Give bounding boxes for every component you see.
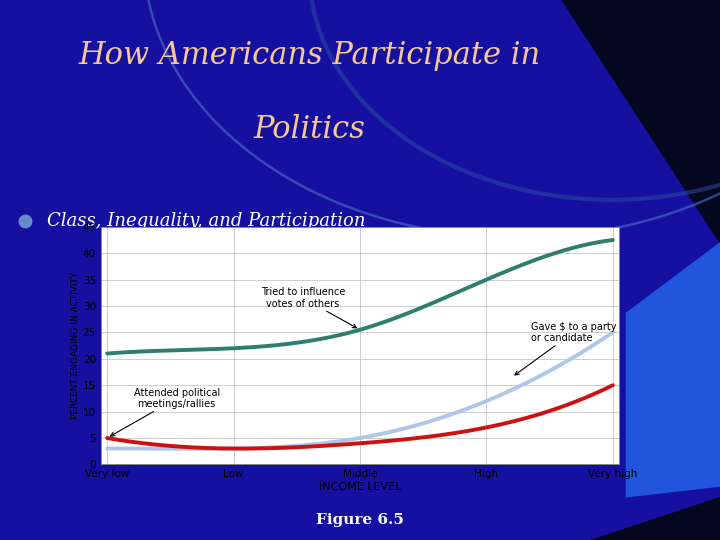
Text: Attended political
meetings/rallies: Attended political meetings/rallies (111, 388, 220, 436)
Text: How Americans Participate in: How Americans Participate in (78, 40, 541, 71)
Text: Politics: Politics (253, 114, 366, 145)
Polygon shape (626, 243, 720, 497)
Text: Class, Inequality, and Participation: Class, Inequality, and Participation (47, 212, 365, 231)
X-axis label: INCOME LEVEL: INCOME LEVEL (319, 482, 401, 492)
Text: Tried to influence
votes of others: Tried to influence votes of others (261, 287, 356, 328)
Polygon shape (562, 0, 720, 243)
Text: Gave $ to a party
or candidate: Gave $ to a party or candidate (515, 322, 616, 375)
Text: Figure 6.5: Figure 6.5 (316, 513, 404, 526)
Polygon shape (590, 497, 720, 540)
Y-axis label: PERCENT ENGAGING IN ACTIVITY: PERCENT ENGAGING IN ACTIVITY (71, 272, 80, 419)
